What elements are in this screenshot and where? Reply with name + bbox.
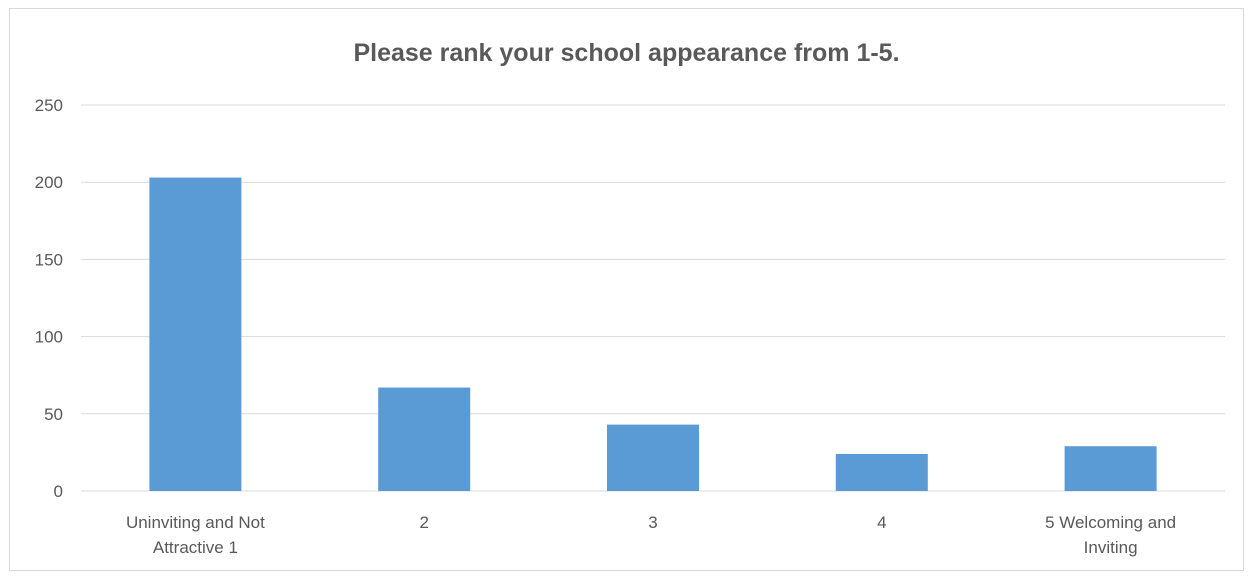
- chart-title: Please rank your school appearance from …: [353, 39, 900, 67]
- y-tick-label: 0: [54, 482, 63, 501]
- y-axis-ticks: 0 50 100 150 200 250: [35, 96, 63, 501]
- bar: [835, 453, 928, 491]
- x-axis-ticks: Uninviting and Not Attractive 1 2 3 4 5 Welco…: [126, 513, 1176, 557]
- gridlines: [81, 104, 1225, 492]
- y-tick-label: 200: [35, 173, 63, 192]
- x-tick-label: 2: [419, 513, 428, 532]
- x-tick-label: Uninviting and Not Attractive 1: [126, 513, 265, 557]
- x-tick-label: 4: [877, 513, 886, 532]
- y-tick-label: 150: [35, 250, 63, 269]
- bar: [149, 177, 242, 491]
- bar: [607, 424, 699, 491]
- bar: [1064, 446, 1157, 491]
- y-tick-label: 50: [44, 405, 63, 424]
- bars: [149, 177, 1157, 491]
- y-tick-label: 100: [35, 328, 63, 347]
- x-tick-label: 5 Welcoming and Inviting: [1045, 513, 1176, 557]
- y-tick-label: 250: [35, 96, 63, 115]
- x-tick-label: 3: [648, 513, 657, 532]
- bar: [378, 387, 471, 491]
